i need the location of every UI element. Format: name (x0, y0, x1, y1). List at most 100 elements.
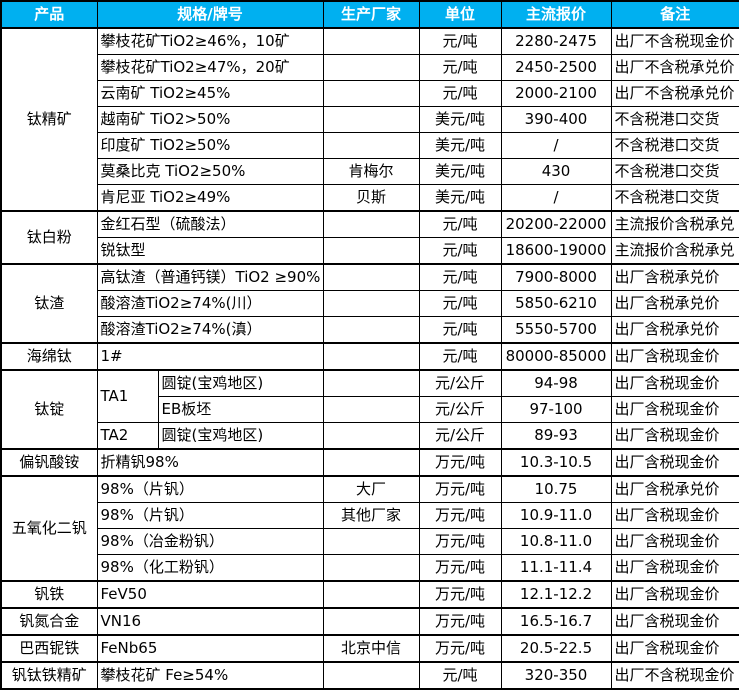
note-cell: 出厂含税现金价 (610, 554, 739, 582)
note-cell: 出厂含税承兑价 (610, 316, 739, 344)
manufacturer-cell: 大厂 (322, 475, 420, 503)
unit-cell: 万元/吨 (418, 607, 502, 636)
table-row: 锐钛型 元/吨 18600-19000 主流报价含税承兑 (1, 237, 739, 265)
manufacturer-cell (322, 80, 420, 107)
table-row: 钒氮合金 VN16 万元/吨 16.5-16.7 出厂含税现金价 (0, 607, 739, 636)
table-row: 巴西铌铁 FeNb65 北京中信 万元/吨 20.5-22.5 出厂含税现金价 (0, 634, 739, 663)
price-cell: 20200-22000 (500, 210, 612, 238)
manufacturer-cell (322, 369, 420, 397)
manufacturer-cell: 其他厂家 (322, 502, 420, 529)
spec-cell: 酸溶渣TiO2≥74%(川） (96, 290, 324, 317)
manufacturer-cell (322, 396, 420, 423)
product-cell: 钛精矿 (0, 27, 98, 212)
manufacturer-cell (322, 54, 420, 81)
table-body: 钛精矿 攀枝花矿TiO2≥46%，10矿 元/吨 2280-2475 出厂不含税现金价攀… (0, 27, 739, 690)
header-cell: 产品 (0, 0, 98, 29)
spec-desc-cell: 圆锭(宝鸡地区) (157, 369, 324, 397)
unit-cell: 元/吨 (418, 263, 502, 291)
price-cell: 320-350 (500, 661, 612, 690)
product-cell: 钒氮合金 (0, 607, 98, 636)
header-cell: 规格/牌号 (96, 0, 324, 29)
spec-cell: 高钛渣（普通钙镁）TiO2 ≥90% (96, 263, 324, 291)
manufacturer-cell (322, 290, 420, 317)
product-cell: 钛渣 (0, 263, 98, 344)
spec-desc-cell: 圆锭(宝鸡地区) (157, 422, 324, 450)
product-cell: 钛白粉 (0, 210, 98, 265)
note-cell: 出厂不含税现金价 (610, 27, 739, 55)
spec-cell: 云南矿 TiO2≥45% (96, 80, 324, 107)
table-header: 产品 规格/牌号 生产厂家 单位 主流报价 备注 (0, 0, 739, 29)
unit-cell: 美元/吨 (418, 158, 502, 185)
header-cell: 生产厂家 (322, 0, 420, 29)
product-cell: 偏钒酸铵 (0, 448, 98, 477)
spec-cell: 98%（化工粉钒） (96, 554, 324, 582)
price-cell: 20.5-22.5 (500, 634, 612, 663)
unit-cell: 美元/吨 (418, 132, 502, 159)
table-row: 印度矿 TiO2≥50% 美元/吨 / 不含税港口交货 (1, 132, 739, 159)
product-cell: 海绵钛 (0, 342, 98, 371)
price-cell: 10.9-11.0 (500, 502, 612, 529)
manufacturer-cell (322, 580, 420, 609)
table-row: 钛渣 高钛渣（普通钙镁）TiO2 ≥90% 元/吨 7900-8000 出厂含税承兑价 (0, 263, 739, 344)
price-cell: 10.8-11.0 (500, 528, 612, 555)
table-row: 五氧化二钒 98%（片钒） 大厂 万元/吨 10.75 出厂含税承兑价 (0, 475, 739, 582)
unit-cell: 元/公斤 (418, 422, 502, 450)
note-cell: 出厂含税现金价 (610, 369, 739, 397)
note-cell: 出厂含税现金价 (610, 528, 739, 555)
table-row: 钒钛铁精矿 攀枝花矿 Fe≥54% 元/吨 320-350 出厂不含税现金价 (0, 661, 739, 690)
table-row: EB板坯 元/公斤 97-100 出厂含税现金价 (1, 396, 739, 423)
price-cell: 7900-8000 (500, 263, 612, 291)
spec-cell: 莫桑比克 TiO2≥50% (96, 158, 324, 185)
unit-cell: 万元/吨 (418, 554, 502, 582)
header-cell: 单位 (418, 0, 502, 29)
unit-cell: 元/吨 (418, 237, 502, 265)
unit-cell: 元/公斤 (418, 396, 502, 423)
spec-cell: FeNb65 (96, 634, 324, 663)
spec-cell: 酸溶渣TiO2≥74%(滇） (96, 316, 324, 344)
spec-grade-cell: TA1 (96, 369, 159, 423)
price-cell: 10.75 (500, 475, 612, 503)
spec-cell: FeV50 (96, 580, 324, 609)
manufacturer-cell (322, 554, 420, 582)
price-cell: 2450-2500 (500, 54, 612, 81)
note-cell: 出厂含税承兑价 (610, 290, 739, 317)
table-row: 攀枝花矿TiO2≥47%，20矿 元/吨 2450-2500 出厂不含税承兑价 (1, 54, 739, 81)
price-cell: 390-400 (500, 106, 612, 133)
manufacturer-cell (322, 132, 420, 159)
price-cell: 94-98 (500, 369, 612, 397)
price-cell: 5550-5700 (500, 316, 612, 344)
unit-cell: 元/吨 (418, 290, 502, 317)
note-cell: 出厂含税现金价 (610, 342, 739, 371)
product-cell: 巴西铌铁 (0, 634, 98, 663)
product-cell: 钒钛铁精矿 (0, 661, 98, 690)
table-row: 云南矿 TiO2≥45% 元/吨 2000-2100 出厂不含税承兑价 (1, 80, 739, 107)
manufacturer-cell (322, 528, 420, 555)
table-row: 98%（片钒） 其他厂家 万元/吨 10.9-11.0 出厂含税现金价 (1, 502, 739, 529)
table-row: 肯尼亚 TiO2≥49% 贝斯 美元/吨 / 不含税港口交货 (1, 184, 739, 212)
note-cell: 出厂含税现金价 (610, 448, 739, 477)
manufacturer-cell: 贝斯 (322, 184, 420, 212)
spec-cell: 攀枝花矿TiO2≥47%，20矿 (96, 54, 324, 81)
price-cell: / (500, 184, 612, 212)
note-cell: 出厂含税现金价 (610, 634, 739, 663)
manufacturer-cell (322, 342, 420, 371)
spec-cell: 印度矿 TiO2≥50% (96, 132, 324, 159)
spec-cell: 锐钛型 (96, 237, 324, 265)
manufacturer-cell (322, 263, 420, 291)
price-cell: 18600-19000 (500, 237, 612, 265)
table-row: 酸溶渣TiO2≥74%(滇） 元/吨 5550-5700 出厂含税承兑价 (1, 316, 739, 344)
price-cell: 5850-6210 (500, 290, 612, 317)
table-row: 偏钒酸铵 折精钒98% 万元/吨 10.3-10.5 出厂含税现金价 (0, 448, 739, 477)
unit-cell: 美元/吨 (418, 184, 502, 212)
table-row: 钒铁 FeV50 万元/吨 12.1-12.2 出厂含税现金价 (0, 580, 739, 609)
price-cell: 11.1-11.4 (500, 554, 612, 582)
price-cell: 430 (500, 158, 612, 185)
table-row: 酸溶渣TiO2≥74%(川） 元/吨 5850-6210 出厂含税承兑价 (1, 290, 739, 317)
note-cell: 出厂不含税现金价 (610, 661, 739, 690)
spec-cell: 肯尼亚 TiO2≥49% (96, 184, 324, 212)
header-cell: 主流报价 (500, 0, 612, 29)
manufacturer-cell (322, 316, 420, 344)
table-row: 98%（冶金粉钒） 万元/吨 10.8-11.0 出厂含税现金价 (1, 528, 739, 555)
note-cell: 出厂含税现金价 (610, 422, 739, 450)
